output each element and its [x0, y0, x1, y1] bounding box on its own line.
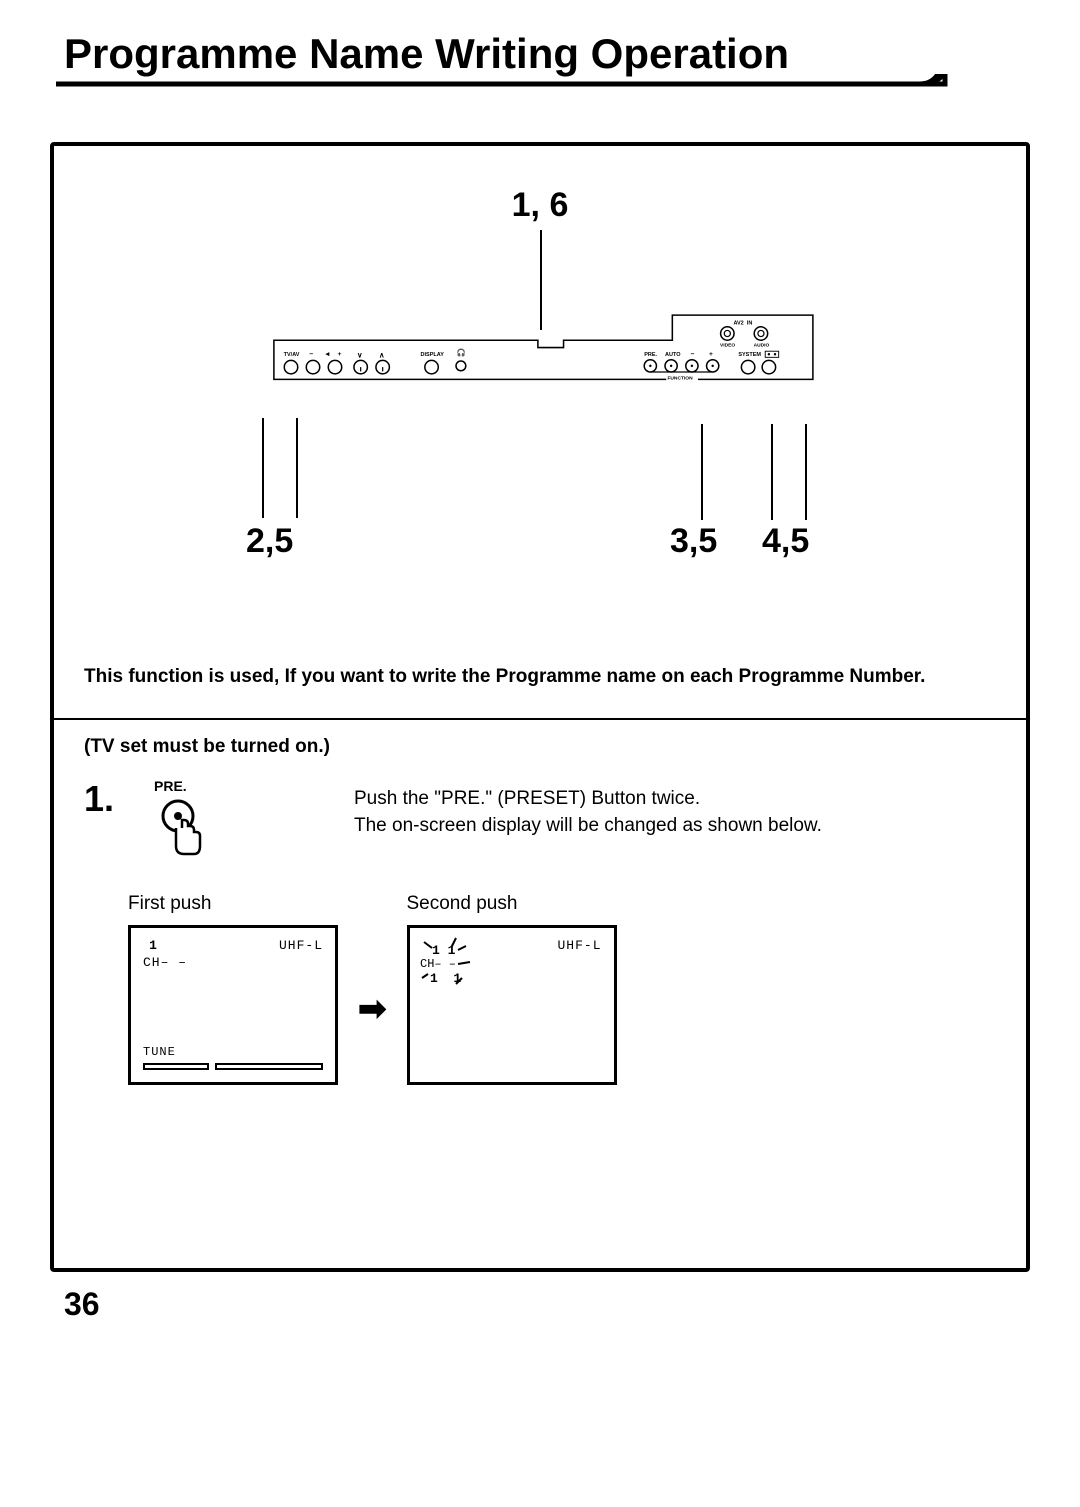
- tune-label: TUNE: [143, 1045, 176, 1059]
- pre-label: PRE.: [154, 778, 324, 794]
- intro-text: This function is used, If you want to wr…: [84, 666, 996, 688]
- callout-left: 2,5: [246, 522, 293, 561]
- tune-bar-2: [215, 1063, 323, 1070]
- osd-row: First push 1 UHF-L CH– – TUNE ➡ Second p…: [128, 893, 996, 1085]
- svg-text:DISPLAY: DISPLAY: [421, 352, 445, 358]
- step-text-line1: Push the "PRE." (PRESET) Button twice.: [354, 786, 996, 813]
- osd1-band: UHF-L: [279, 938, 323, 953]
- osd1-num: 1: [143, 938, 163, 953]
- callout-mid: 3,5: [670, 522, 717, 561]
- title-row: Programme Name Writing Operation: [50, 30, 1030, 86]
- callout-line-left-2: [296, 418, 298, 518]
- step-text-line2: The on-screen display will be changed as…: [354, 813, 996, 840]
- main-frame: 1, 6 AV2 IN VIDEO AUDIO TV/AV − ◄ + ∨ ∧: [50, 142, 1030, 1272]
- svg-text:∨: ∨: [357, 350, 362, 359]
- svg-text:PRE.: PRE.: [644, 352, 657, 358]
- av2in-label: AV2 IN: [733, 320, 752, 326]
- callout-line-right-2: [805, 424, 807, 520]
- page-number: 36: [64, 1286, 1030, 1323]
- step-icon: PRE.: [154, 778, 324, 863]
- osd-second: Second push UHF-L 1 1 CH– – 1 1: [407, 893, 617, 1085]
- osd1-tune: TUNE: [143, 1045, 323, 1070]
- osd-box-2: UHF-L 1 1 CH– – 1 1: [407, 925, 617, 1085]
- svg-text:TV/AV: TV/AV: [284, 352, 300, 358]
- divider: [54, 718, 1026, 720]
- step-number: 1.: [84, 778, 124, 820]
- title-underline: [50, 74, 1030, 134]
- osd1-ch: CH– –: [143, 955, 323, 970]
- svg-text:◄: ◄: [324, 351, 331, 358]
- svg-text:SYSTEM: SYSTEM: [738, 352, 761, 358]
- tv-panel: AV2 IN VIDEO AUDIO TV/AV − ◄ + ∨ ∧ DISPL…: [94, 306, 994, 416]
- press-button-icon: [154, 798, 208, 858]
- callout-line-left-1: [262, 418, 264, 518]
- step-text: Push the "PRE." (PRESET) Button twice. T…: [354, 778, 996, 839]
- step-1: 1. PRE. Push the "PRE." (PRESET) Button …: [84, 778, 996, 863]
- tune-bar-1: [143, 1063, 209, 1070]
- osd-box-1: 1 UHF-L CH– – TUNE: [128, 925, 338, 1085]
- svg-text:−: −: [309, 351, 313, 358]
- svg-text:1 1: 1 1: [432, 943, 456, 958]
- tune-bars: [143, 1063, 323, 1070]
- svg-text:+: +: [709, 351, 713, 358]
- svg-text:∧: ∧: [379, 350, 384, 359]
- first-push-label: First push: [128, 893, 338, 915]
- callout-top: 1, 6: [512, 186, 569, 225]
- svg-text:AUTO: AUTO: [665, 352, 681, 358]
- callout-line-right-1: [771, 424, 773, 520]
- arrow-icon: ➡: [358, 989, 387, 1029]
- diagram-zone: 1, 6 AV2 IN VIDEO AUDIO TV/AV − ◄ + ∨ ∧: [84, 186, 996, 606]
- callout-right: 4,5: [762, 522, 809, 561]
- svg-text:FUNCTION: FUNCTION: [667, 375, 693, 381]
- svg-text:🎧: 🎧: [457, 348, 466, 357]
- callout-line-mid: [701, 424, 703, 520]
- blink-icon: 1 1 CH– – 1 1: [416, 934, 506, 990]
- svg-text:AUDIO: AUDIO: [754, 342, 770, 348]
- svg-text:VIDEO: VIDEO: [720, 342, 735, 348]
- osd2-band: UHF-L: [557, 938, 601, 953]
- osd-first: First push 1 UHF-L CH– – TUNE: [128, 893, 338, 1085]
- svg-text:+: +: [337, 351, 341, 358]
- svg-text:−: −: [691, 351, 695, 358]
- second-push-label: Second push: [407, 893, 617, 915]
- svg-text:CH– –: CH– –: [420, 957, 456, 971]
- tv-on-note: (TV set must be turned on.): [84, 736, 996, 758]
